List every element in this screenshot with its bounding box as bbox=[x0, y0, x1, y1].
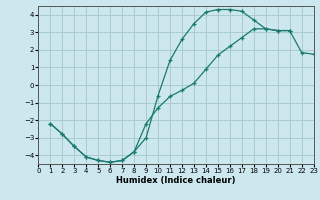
X-axis label: Humidex (Indice chaleur): Humidex (Indice chaleur) bbox=[116, 176, 236, 185]
